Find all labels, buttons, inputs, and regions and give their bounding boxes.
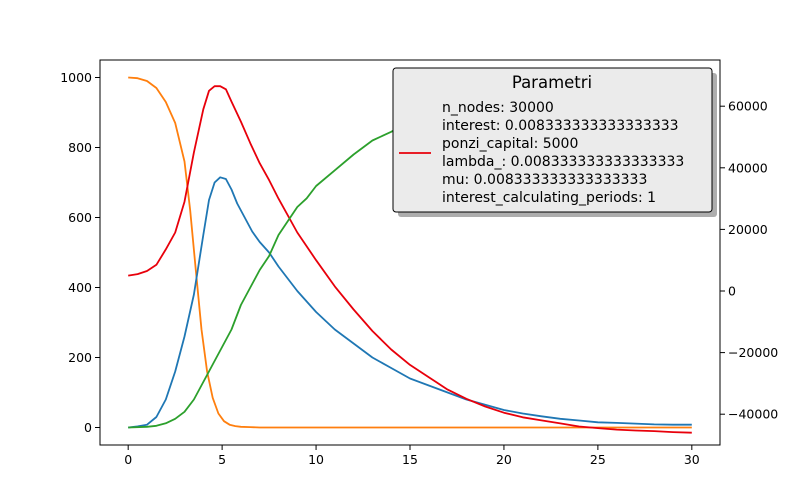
y-right-tick-label: 60000 [728, 99, 768, 114]
y-left-tick-label: 400 [68, 280, 92, 295]
y-left-tick-label: 800 [68, 140, 92, 155]
x-tick-label: 5 [218, 452, 226, 467]
legend-line-6: interest_calculating_periods: 1 [442, 190, 656, 206]
y-right-tick-label: −20000 [728, 345, 778, 360]
x-tick-label: 15 [402, 452, 418, 467]
x-tick-label: 20 [496, 452, 512, 467]
series-line-1 [128, 76, 692, 429]
x-axis: 0 5 10 15 20 25 30 [124, 445, 700, 467]
legend-line-4: lambda_: 0.008333333333333333 [442, 154, 684, 170]
legend-line-5: mu: 0.008333333333333333 [442, 172, 647, 188]
series-line-3 [128, 85, 692, 434]
y-right-tick-label: −40000 [728, 407, 778, 422]
y-right-tick-label: 20000 [728, 222, 768, 237]
y-left-tick-label: 0 [84, 420, 92, 435]
legend-line-1: n_nodes: 30000 [442, 100, 554, 116]
y-right-tick-label: 0 [728, 284, 736, 299]
legend-line-3: ponzi_capital: 5000 [442, 136, 578, 152]
legend-title: Parametri [512, 73, 592, 92]
x-tick-label: 0 [124, 452, 132, 467]
y-right-tick-label: 40000 [728, 160, 768, 175]
series-line-2 [128, 176, 692, 429]
y-axis-right: −40000 −20000 0 20000 40000 60000 [720, 99, 778, 422]
x-tick-label: 10 [308, 452, 324, 467]
series-layer [128, 76, 692, 434]
y-left-tick-label: 200 [68, 350, 92, 365]
legend-box [392, 67, 713, 213]
x-tick-label: 30 [684, 452, 700, 467]
y-left-tick-label: 600 [68, 210, 92, 225]
y-left-tick-label: 1000 [60, 70, 92, 85]
y-axis-left: 0 200 400 600 800 1000 [60, 70, 100, 435]
x-tick-label: 25 [590, 452, 606, 467]
legend: Parametri n_nodes: 30000 interest: 0.008… [392, 67, 717, 217]
legend-line-2: interest: 0.008333333333333333 [442, 118, 679, 134]
